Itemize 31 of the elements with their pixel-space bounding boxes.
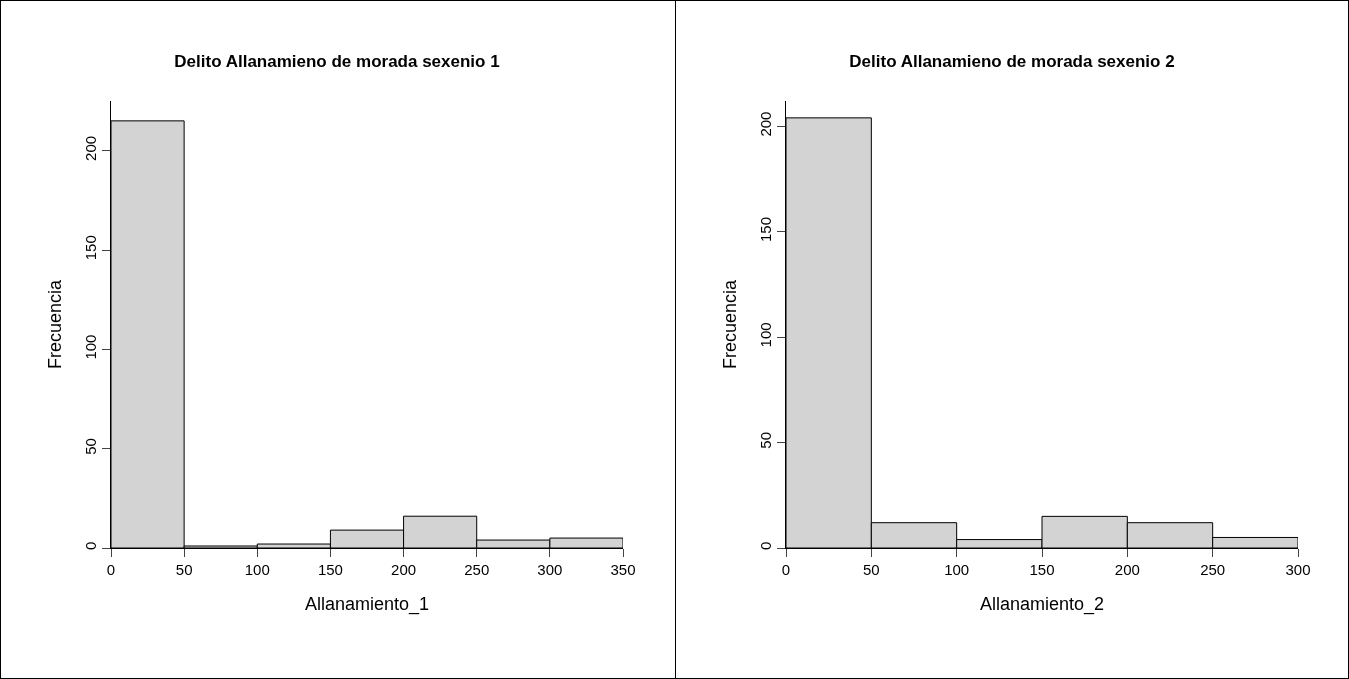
x-tick-label: 150	[317, 561, 343, 578]
x-tick-label: 250	[464, 561, 490, 578]
y-axis-title: Frecuencia	[719, 278, 740, 370]
y-tick-label: 150	[82, 235, 99, 261]
y-tick-label: 200	[756, 111, 774, 137]
x-tick-label: 100	[943, 561, 969, 578]
y-tick-label: 50	[82, 438, 99, 455]
x-tick-label: 300	[1284, 561, 1311, 578]
x-axis-title: Allanamiento_1	[304, 594, 430, 616]
x-tick-label: 200	[391, 561, 417, 578]
x-tick-label: 350	[610, 561, 636, 578]
y-tick-label: 200	[82, 135, 99, 161]
x-tick-label: 50	[862, 561, 880, 578]
y-axis-title: Frecuencia	[45, 278, 66, 370]
x-tick-label: 0	[781, 561, 790, 578]
x-axis-title: Allanamiento_2	[979, 594, 1104, 616]
y-tick-label: 0	[756, 541, 774, 550]
y-tick-label: 0	[82, 541, 99, 550]
x-tick-label: 0	[106, 561, 116, 578]
chart-title: Delito Allanamieno de morada sexenio 2	[848, 52, 1175, 72]
x-tick-label: 150	[1028, 561, 1055, 578]
x-tick-label: 300	[537, 561, 563, 578]
x-tick-label: 100	[244, 561, 270, 578]
y-tick-label: 100	[756, 322, 774, 348]
x-tick-label: 50	[175, 561, 193, 578]
x-tick-label: 250	[1199, 561, 1225, 578]
x-tick-label: 200	[1114, 561, 1140, 578]
y-tick-label: 150	[756, 216, 774, 242]
y-tick-label: 50	[756, 431, 774, 449]
chart-title: Delito Allanamieno de morada sexenio 1	[174, 52, 500, 72]
y-tick-label: 100	[82, 334, 99, 360]
